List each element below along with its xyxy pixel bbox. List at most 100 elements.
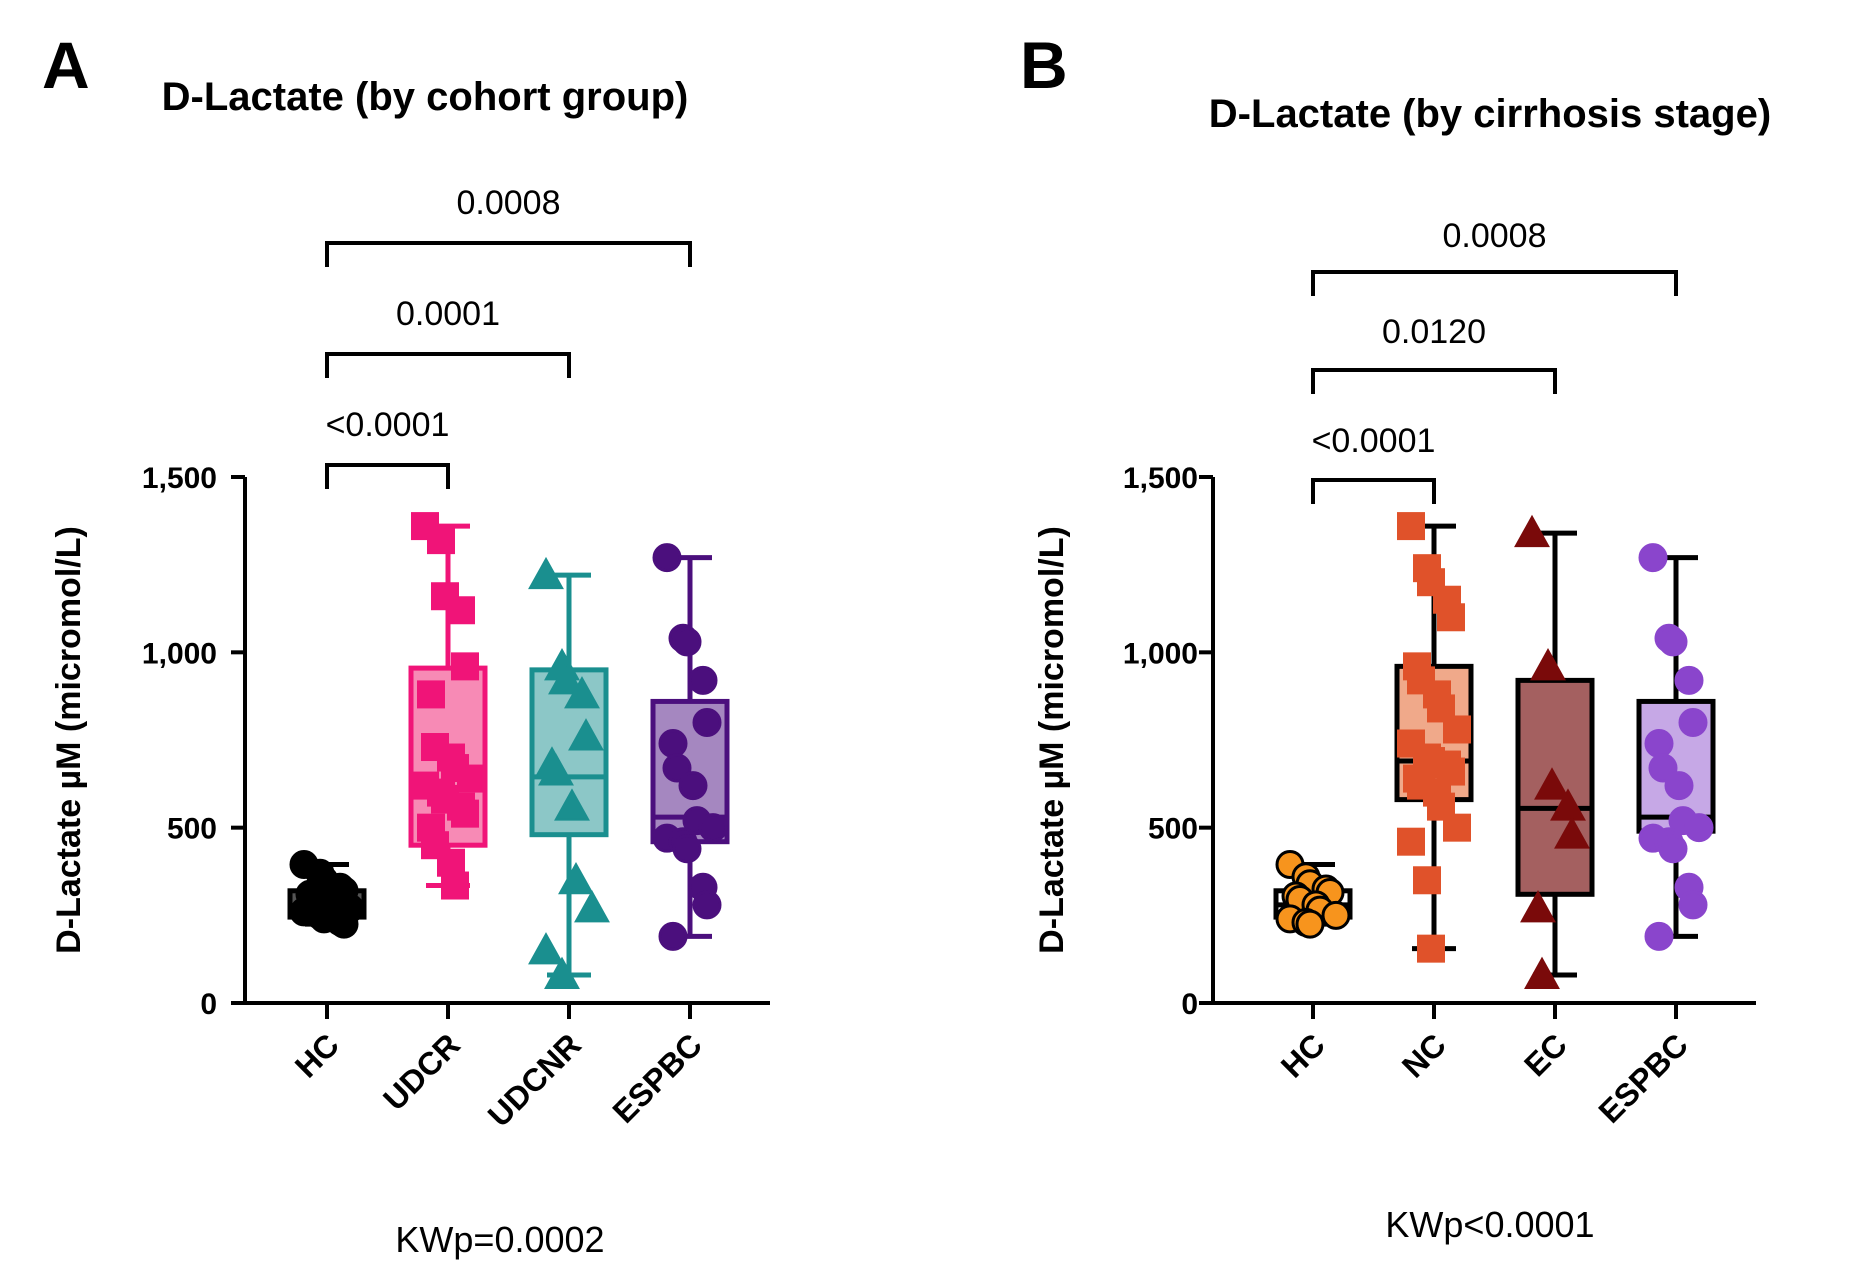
significance-bracket	[1311, 270, 1678, 296]
data-point	[564, 676, 600, 709]
data-point	[658, 729, 688, 759]
data-point	[457, 764, 485, 793]
data-point	[1413, 866, 1441, 895]
data-point	[1443, 813, 1471, 842]
x-tick-label: HC	[1274, 1026, 1332, 1084]
data-point	[688, 665, 718, 695]
panel-a: A D-Lactate (by cohort group) D-Lactate µM…	[42, 28, 770, 1260]
data-point	[1664, 771, 1694, 801]
data-point	[1644, 729, 1674, 759]
data-point	[1520, 890, 1556, 923]
x-tick-label: ESPBC	[606, 1026, 709, 1129]
x-tick-label: NC	[1395, 1026, 1453, 1084]
panel-letter: A	[42, 28, 90, 102]
data-point	[451, 652, 479, 681]
y-tick-label: 0	[1181, 988, 1198, 1021]
series-espbc	[650, 543, 730, 951]
significance-bracket	[325, 352, 571, 378]
y-tick-label: 0	[200, 988, 217, 1021]
y-tick-label: 1,500	[142, 462, 217, 495]
data-point	[1417, 934, 1445, 963]
series-udcnr	[528, 556, 610, 989]
series-espbc	[1636, 543, 1716, 951]
data-point	[1684, 813, 1714, 843]
data-point	[1443, 715, 1471, 744]
data-point	[692, 707, 722, 737]
series-udcr	[408, 512, 488, 900]
data-point	[1321, 900, 1351, 930]
series-hc	[287, 849, 367, 939]
data-point	[558, 861, 594, 895]
data-point	[1514, 514, 1550, 548]
y-tick-label: 1,000	[1123, 637, 1198, 670]
y-tick-label: 1,500	[1123, 462, 1198, 495]
x-tick-label: ESPBC	[1592, 1026, 1695, 1129]
significance-bracket	[325, 463, 450, 489]
data-point	[538, 753, 574, 786]
data-point	[1524, 956, 1560, 989]
p-value-label: 0.0008	[457, 184, 561, 222]
y-axis-label: D-Lactate µM (micromol/L)	[1033, 526, 1071, 954]
data-point	[1678, 890, 1708, 920]
p-value-label: 0.0120	[1382, 313, 1486, 351]
data-point	[1674, 665, 1704, 695]
data-point	[672, 627, 702, 657]
panel-b: B D-Lactate (by cirrhosis stage) D-Lactate…	[1020, 28, 1771, 1245]
chart-title: D-Lactate (by cohort group)	[162, 75, 689, 119]
data-point	[528, 932, 564, 965]
panel-letter: B	[1020, 28, 1068, 102]
x-tick-label: UDCNR	[481, 1026, 588, 1133]
y-axis-label: D-Lactate µM (micromol/L)	[50, 526, 88, 954]
data-point	[544, 956, 580, 989]
data-point	[447, 596, 475, 625]
data-point	[672, 834, 702, 864]
data-point	[1554, 816, 1590, 849]
kruskal-wallis-p: KWp<0.0001	[1385, 1204, 1594, 1245]
y-tick-label: 1,000	[142, 637, 217, 670]
data-point	[1658, 834, 1688, 864]
p-value-label: 0.0001	[396, 295, 500, 333]
data-point	[692, 890, 722, 920]
data-point	[329, 909, 359, 939]
data-point	[678, 771, 708, 801]
series-nc	[1394, 512, 1474, 963]
series-ec	[1514, 514, 1595, 989]
data-point	[1427, 694, 1455, 723]
kruskal-wallis-p: KWp=0.0002	[395, 1219, 604, 1260]
chart-title: D-Lactate (by cirrhosis stage)	[1209, 92, 1771, 136]
data-point	[1530, 648, 1566, 681]
data-point	[1397, 827, 1425, 856]
data-point	[528, 556, 564, 590]
y-tick-label: 500	[167, 813, 217, 846]
data-point	[1397, 512, 1425, 541]
p-value-label: <0.0001	[1312, 422, 1436, 460]
box	[1515, 677, 1595, 897]
data-point	[574, 890, 610, 923]
data-point	[417, 680, 445, 709]
p-value-label: <0.0001	[326, 406, 450, 444]
data-point	[1678, 707, 1708, 737]
data-point	[662, 753, 692, 783]
data-point	[451, 799, 479, 828]
y-tick-label: 500	[1148, 813, 1198, 846]
data-point	[1437, 603, 1465, 632]
data-point	[1550, 788, 1586, 821]
data-point	[658, 921, 688, 951]
data-point	[1648, 753, 1678, 783]
data-point	[652, 543, 682, 573]
series-hc	[1273, 849, 1353, 939]
x-tick-label: HC	[288, 1026, 346, 1084]
p-value-label: 0.0008	[1443, 217, 1547, 255]
data-point	[548, 662, 584, 695]
data-point	[698, 813, 728, 843]
data-point	[1295, 909, 1325, 939]
data-point	[568, 718, 604, 751]
significance-bracket	[325, 241, 692, 267]
x-tick-label: EC	[1517, 1026, 1574, 1083]
data-point	[441, 871, 469, 900]
significance-bracket	[1311, 478, 1436, 504]
data-point	[554, 788, 590, 821]
data-point	[411, 512, 439, 541]
data-point	[427, 526, 455, 555]
data-point	[1644, 921, 1674, 951]
